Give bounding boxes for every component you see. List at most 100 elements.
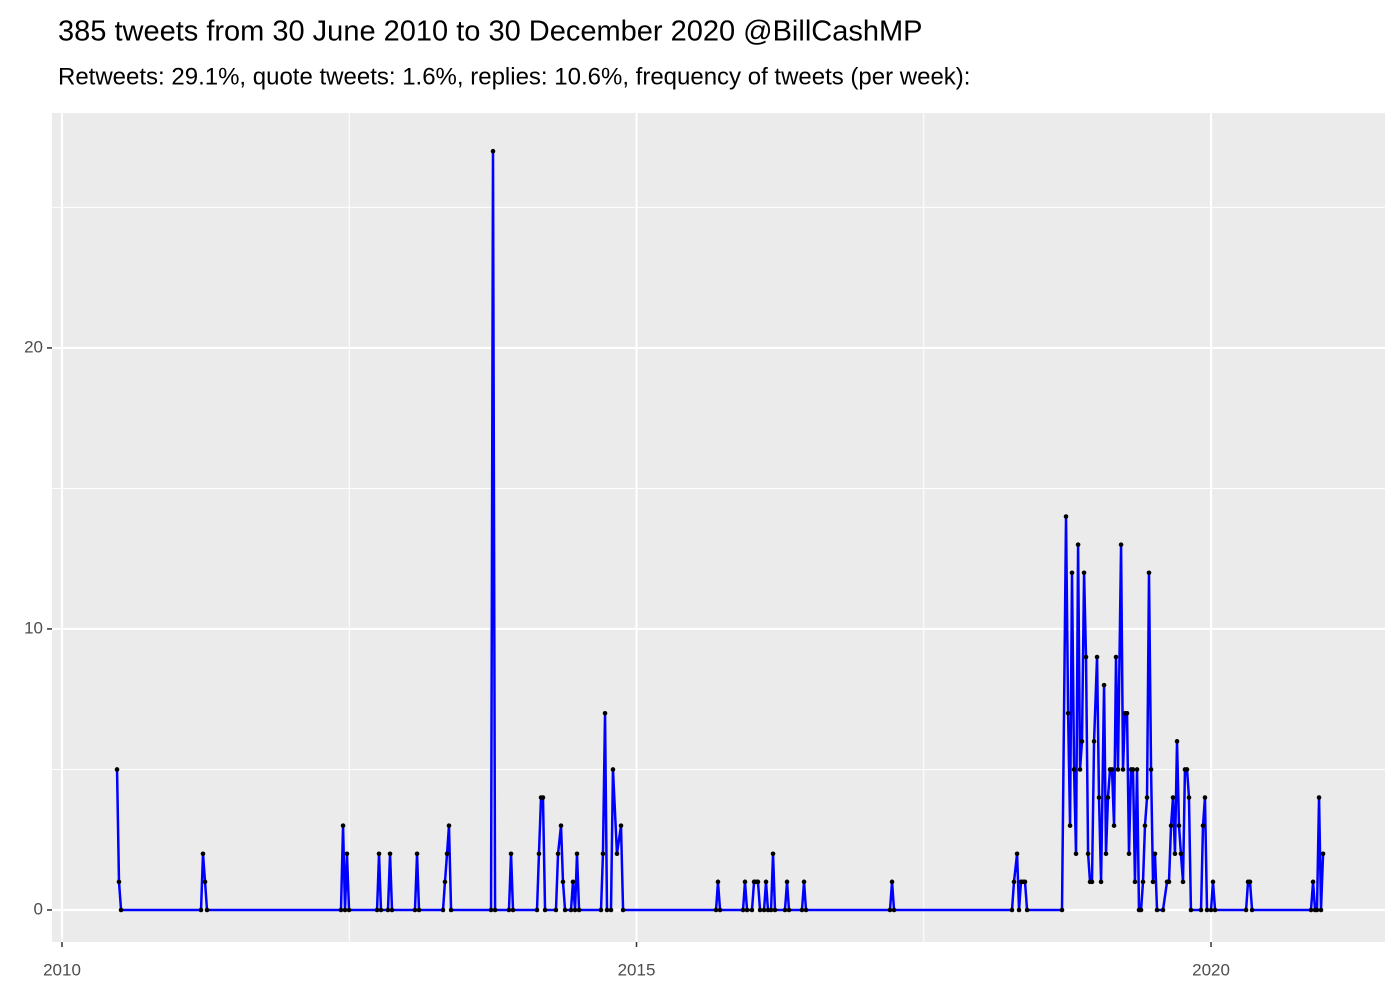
point: [784, 879, 790, 885]
point: [1142, 823, 1148, 828]
point: [1014, 851, 1020, 857]
x-tick-label: 2010: [43, 960, 81, 979]
point: [1024, 907, 1030, 913]
point: [618, 823, 624, 828]
point: [1118, 542, 1124, 547]
point: [598, 907, 604, 913]
point: [1310, 879, 1316, 885]
point: [1091, 739, 1097, 744]
point: [1022, 879, 1028, 885]
point: [508, 851, 514, 857]
point: [1154, 907, 1160, 913]
point: [1124, 710, 1130, 716]
point: [1178, 851, 1184, 857]
point: [558, 823, 564, 828]
point: [1140, 879, 1146, 885]
point: [1308, 907, 1314, 913]
point: [770, 851, 776, 857]
point: [1098, 879, 1104, 885]
point: [1186, 795, 1192, 800]
point: [204, 907, 210, 913]
point: [1138, 907, 1144, 913]
point: [1016, 907, 1022, 913]
y-tick-label: 10: [24, 618, 43, 637]
point: [1316, 795, 1322, 800]
point: [749, 907, 755, 913]
point: [378, 907, 384, 913]
point: [1134, 767, 1140, 772]
point: [761, 907, 767, 913]
point: [1067, 823, 1073, 828]
point: [1115, 767, 1121, 772]
point: [200, 851, 206, 857]
point: [1079, 739, 1085, 744]
x-tick-label: 2015: [618, 960, 656, 979]
point: [492, 907, 498, 913]
point: [506, 907, 512, 913]
point: [444, 851, 450, 857]
point: [1071, 767, 1077, 772]
point: [1148, 767, 1154, 772]
point: [1202, 795, 1208, 800]
point: [1120, 767, 1126, 772]
point: [1170, 795, 1176, 800]
point: [376, 851, 382, 857]
point: [1212, 907, 1218, 913]
point: [1101, 682, 1107, 688]
point: [560, 879, 566, 885]
point: [1085, 851, 1091, 857]
point: [1188, 907, 1194, 913]
y-tick-label: 20: [24, 337, 43, 356]
point: [536, 851, 542, 857]
point: [542, 907, 548, 913]
point: [1174, 739, 1180, 744]
point: [1132, 879, 1138, 885]
point: [889, 879, 895, 885]
point: [740, 907, 746, 913]
point: [1105, 795, 1111, 800]
point: [202, 879, 208, 885]
point: [488, 907, 494, 913]
point: [1172, 851, 1178, 857]
point: [118, 907, 124, 913]
point: [414, 851, 420, 857]
point: [1208, 907, 1214, 913]
point: [1314, 907, 1320, 913]
point: [1247, 879, 1253, 885]
point: [1083, 654, 1089, 660]
point: [570, 879, 576, 885]
point: [620, 907, 626, 913]
point: [1144, 795, 1150, 800]
point: [553, 907, 559, 913]
point: [338, 907, 344, 913]
point: [1320, 851, 1326, 857]
point: [1204, 907, 1210, 913]
point: [574, 851, 580, 857]
point: [742, 879, 748, 885]
point: [1073, 851, 1079, 857]
point: [887, 907, 893, 913]
point: [755, 879, 761, 885]
point: [1150, 879, 1156, 885]
point: [1077, 767, 1083, 772]
point: [116, 879, 122, 885]
point: [1180, 879, 1186, 885]
point: [1200, 823, 1206, 828]
point: [342, 907, 348, 913]
point: [1089, 879, 1095, 885]
point: [1166, 879, 1172, 885]
point: [374, 907, 380, 913]
point: [1130, 767, 1136, 772]
point: [1065, 710, 1071, 716]
point: [1063, 514, 1069, 519]
point: [803, 907, 809, 913]
point: [510, 907, 516, 913]
point: [1160, 907, 1166, 913]
point: [1113, 654, 1119, 660]
point: [614, 851, 620, 857]
point: [1094, 654, 1100, 660]
point: [717, 907, 723, 913]
point: [600, 851, 606, 857]
point: [602, 710, 608, 716]
